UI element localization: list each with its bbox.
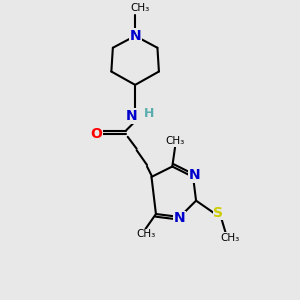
Text: CH₃: CH₃	[220, 233, 240, 243]
Text: N: N	[174, 212, 185, 226]
Text: N: N	[126, 109, 137, 123]
Text: N: N	[188, 168, 200, 182]
Text: CH₃: CH₃	[130, 3, 149, 13]
Text: H: H	[143, 107, 154, 120]
Text: N: N	[129, 29, 141, 43]
Text: O: O	[91, 127, 102, 141]
Text: CH₃: CH₃	[136, 229, 155, 239]
Text: CH₃: CH₃	[166, 136, 185, 146]
Text: S: S	[213, 206, 224, 220]
